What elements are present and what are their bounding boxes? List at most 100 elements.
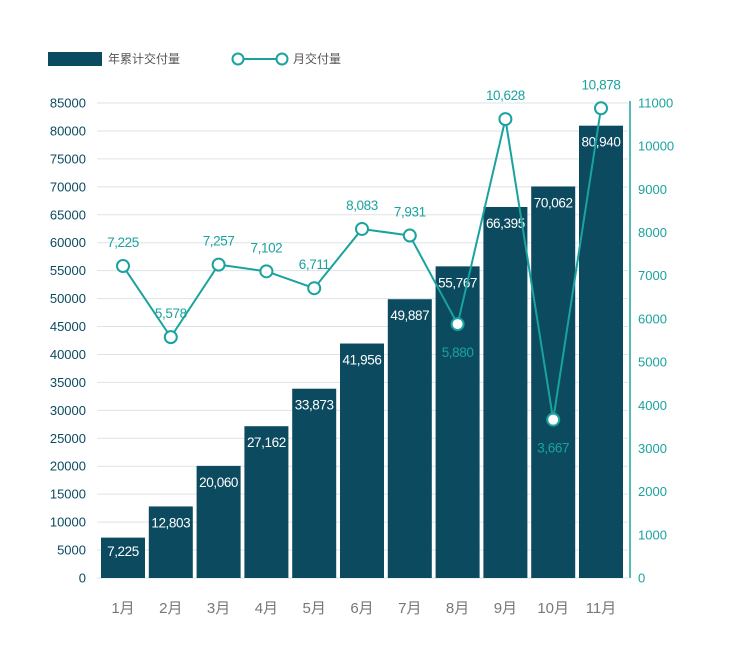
left-tick-label: 75000: [50, 151, 86, 166]
left-tick-label: 35000: [50, 375, 86, 390]
line-data-label: 10,878: [582, 77, 621, 92]
right-tick-label: 4000: [638, 398, 667, 413]
bar-data-label: 70,062: [534, 195, 573, 210]
line-data-label: 7,931: [394, 205, 426, 220]
bar-data-label: 80,940: [582, 135, 621, 150]
bar-series: [101, 125, 623, 579]
line-data-label: 6,711: [299, 257, 330, 272]
legend-line-marker-left: [231, 52, 245, 66]
line-point: [450, 317, 465, 332]
line-data-label: 7,257: [203, 234, 235, 249]
x-tick-label: 10月: [537, 600, 569, 617]
bar: [531, 186, 576, 579]
bar-data-label: 33,873: [295, 398, 334, 413]
left-tick-label: 60000: [50, 235, 86, 250]
line-point: [594, 101, 608, 116]
bar: [483, 206, 528, 578]
left-tick-label: 70000: [50, 179, 86, 194]
right-tick-label: 9000: [638, 182, 667, 197]
legend: 年累计交付量 月交付量: [48, 51, 341, 66]
left-tick-label: 30000: [50, 403, 86, 418]
left-tick-label: 25000: [50, 431, 86, 446]
right-tick-label: 2000: [638, 484, 667, 499]
legend-line-label: 月交付量: [293, 51, 341, 66]
left-tick-label: 85000: [50, 96, 86, 111]
x-tick-label: 11月: [586, 600, 617, 617]
right-tick-label: 11000: [638, 96, 673, 111]
right-y-axis: 0 1000 2000 3000 4000 5000 6000 7000 8000 9000 100…: [629, 96, 674, 586]
line-point: [355, 221, 369, 236]
bar-data-label: 20,060: [199, 475, 238, 490]
left-tick-label: 10000: [50, 515, 86, 530]
x-tick-label: 8月: [446, 600, 469, 617]
left-tick-label: 15000: [50, 487, 86, 502]
bar-data-label: 41,956: [343, 353, 382, 368]
bar-data-label: 27,162: [247, 435, 286, 450]
right-tick-label: 8000: [638, 225, 667, 240]
line-data-label: 8,083: [346, 198, 378, 213]
bar: [292, 388, 337, 578]
left-tick-label: 55000: [50, 263, 86, 278]
left-tick-label: 40000: [50, 347, 86, 362]
line-point: [211, 257, 226, 272]
bar: [387, 299, 432, 578]
line-point: [163, 330, 178, 345]
x-tick-label: 5月: [303, 600, 326, 617]
line-point: [498, 112, 513, 127]
bar-data-labels: 7,225 12,803 20,060 27,162 33,873 41,956 49,88…: [107, 135, 621, 559]
x-tick-label: 2月: [159, 600, 182, 617]
line-series: [116, 101, 608, 427]
legend-line-marker-right: [275, 52, 289, 66]
line-data-label: 3,667: [537, 441, 569, 456]
left-tick-label: 45000: [50, 319, 86, 334]
x-tick-label: 7月: [398, 600, 421, 617]
x-tick-label: 6月: [350, 600, 373, 617]
right-tick-label: 10000: [638, 139, 674, 154]
line-data-label: 7,102: [251, 240, 283, 255]
left-tick-label: 80000: [50, 123, 86, 138]
line-data-label: 10,628: [486, 88, 525, 103]
left-tick-label: 20000: [50, 459, 86, 474]
bar: [101, 537, 145, 578]
right-tick-label: 6000: [638, 311, 667, 326]
bar: [579, 125, 623, 578]
x-tick-label: 3月: [207, 600, 230, 617]
bar-data-label: 55,767: [438, 275, 477, 290]
right-tick-label: 0: [638, 571, 645, 586]
line-point: [546, 412, 561, 427]
bar: [148, 506, 193, 578]
left-tick-label: 65000: [50, 207, 86, 222]
bar: [435, 266, 480, 578]
bar-data-label: 66,395: [486, 216, 525, 231]
x-tick-label: 1月: [111, 600, 134, 617]
left-tick-label: 0: [79, 571, 86, 586]
line-point: [307, 281, 322, 296]
line-data-label: 7,225: [107, 235, 139, 250]
line-point: [116, 259, 130, 274]
bar-data-label: 7,225: [107, 544, 139, 559]
right-tick-label: 3000: [638, 441, 667, 456]
left-tick-label: 50000: [50, 291, 86, 306]
bar: [244, 426, 289, 578]
line-point: [402, 228, 417, 243]
line-data-labels: 7,225 5,578 7,257 7,102 6,711 8,083 7,931 5,880…: [107, 77, 621, 456]
right-tick-label: 7000: [638, 268, 667, 283]
line-data-label: 5,880: [442, 345, 474, 360]
left-y-axis: 0 5000 10000 15000 20000 25000 30000 35000 40000…: [50, 96, 86, 586]
bar-data-label: 12,803: [151, 515, 190, 530]
legend-bar-label: 年累计交付量: [108, 51, 180, 66]
right-tick-label: 5000: [638, 355, 667, 370]
line-data-label: 5,578: [155, 306, 187, 321]
x-axis: 1月 2月 3月 4月 5月 6月 7月 8月 9月 10月 11月: [111, 600, 616, 617]
bar: [196, 465, 241, 578]
left-tick-label: 5000: [57, 543, 86, 558]
bar-data-label: 49,887: [390, 308, 429, 323]
legend-bar-swatch: [48, 52, 102, 66]
x-tick-label: 4月: [255, 600, 278, 617]
bar: [340, 343, 384, 578]
right-tick-label: 1000: [638, 527, 667, 542]
line-point: [259, 264, 274, 279]
x-tick-label: 9月: [494, 600, 517, 617]
